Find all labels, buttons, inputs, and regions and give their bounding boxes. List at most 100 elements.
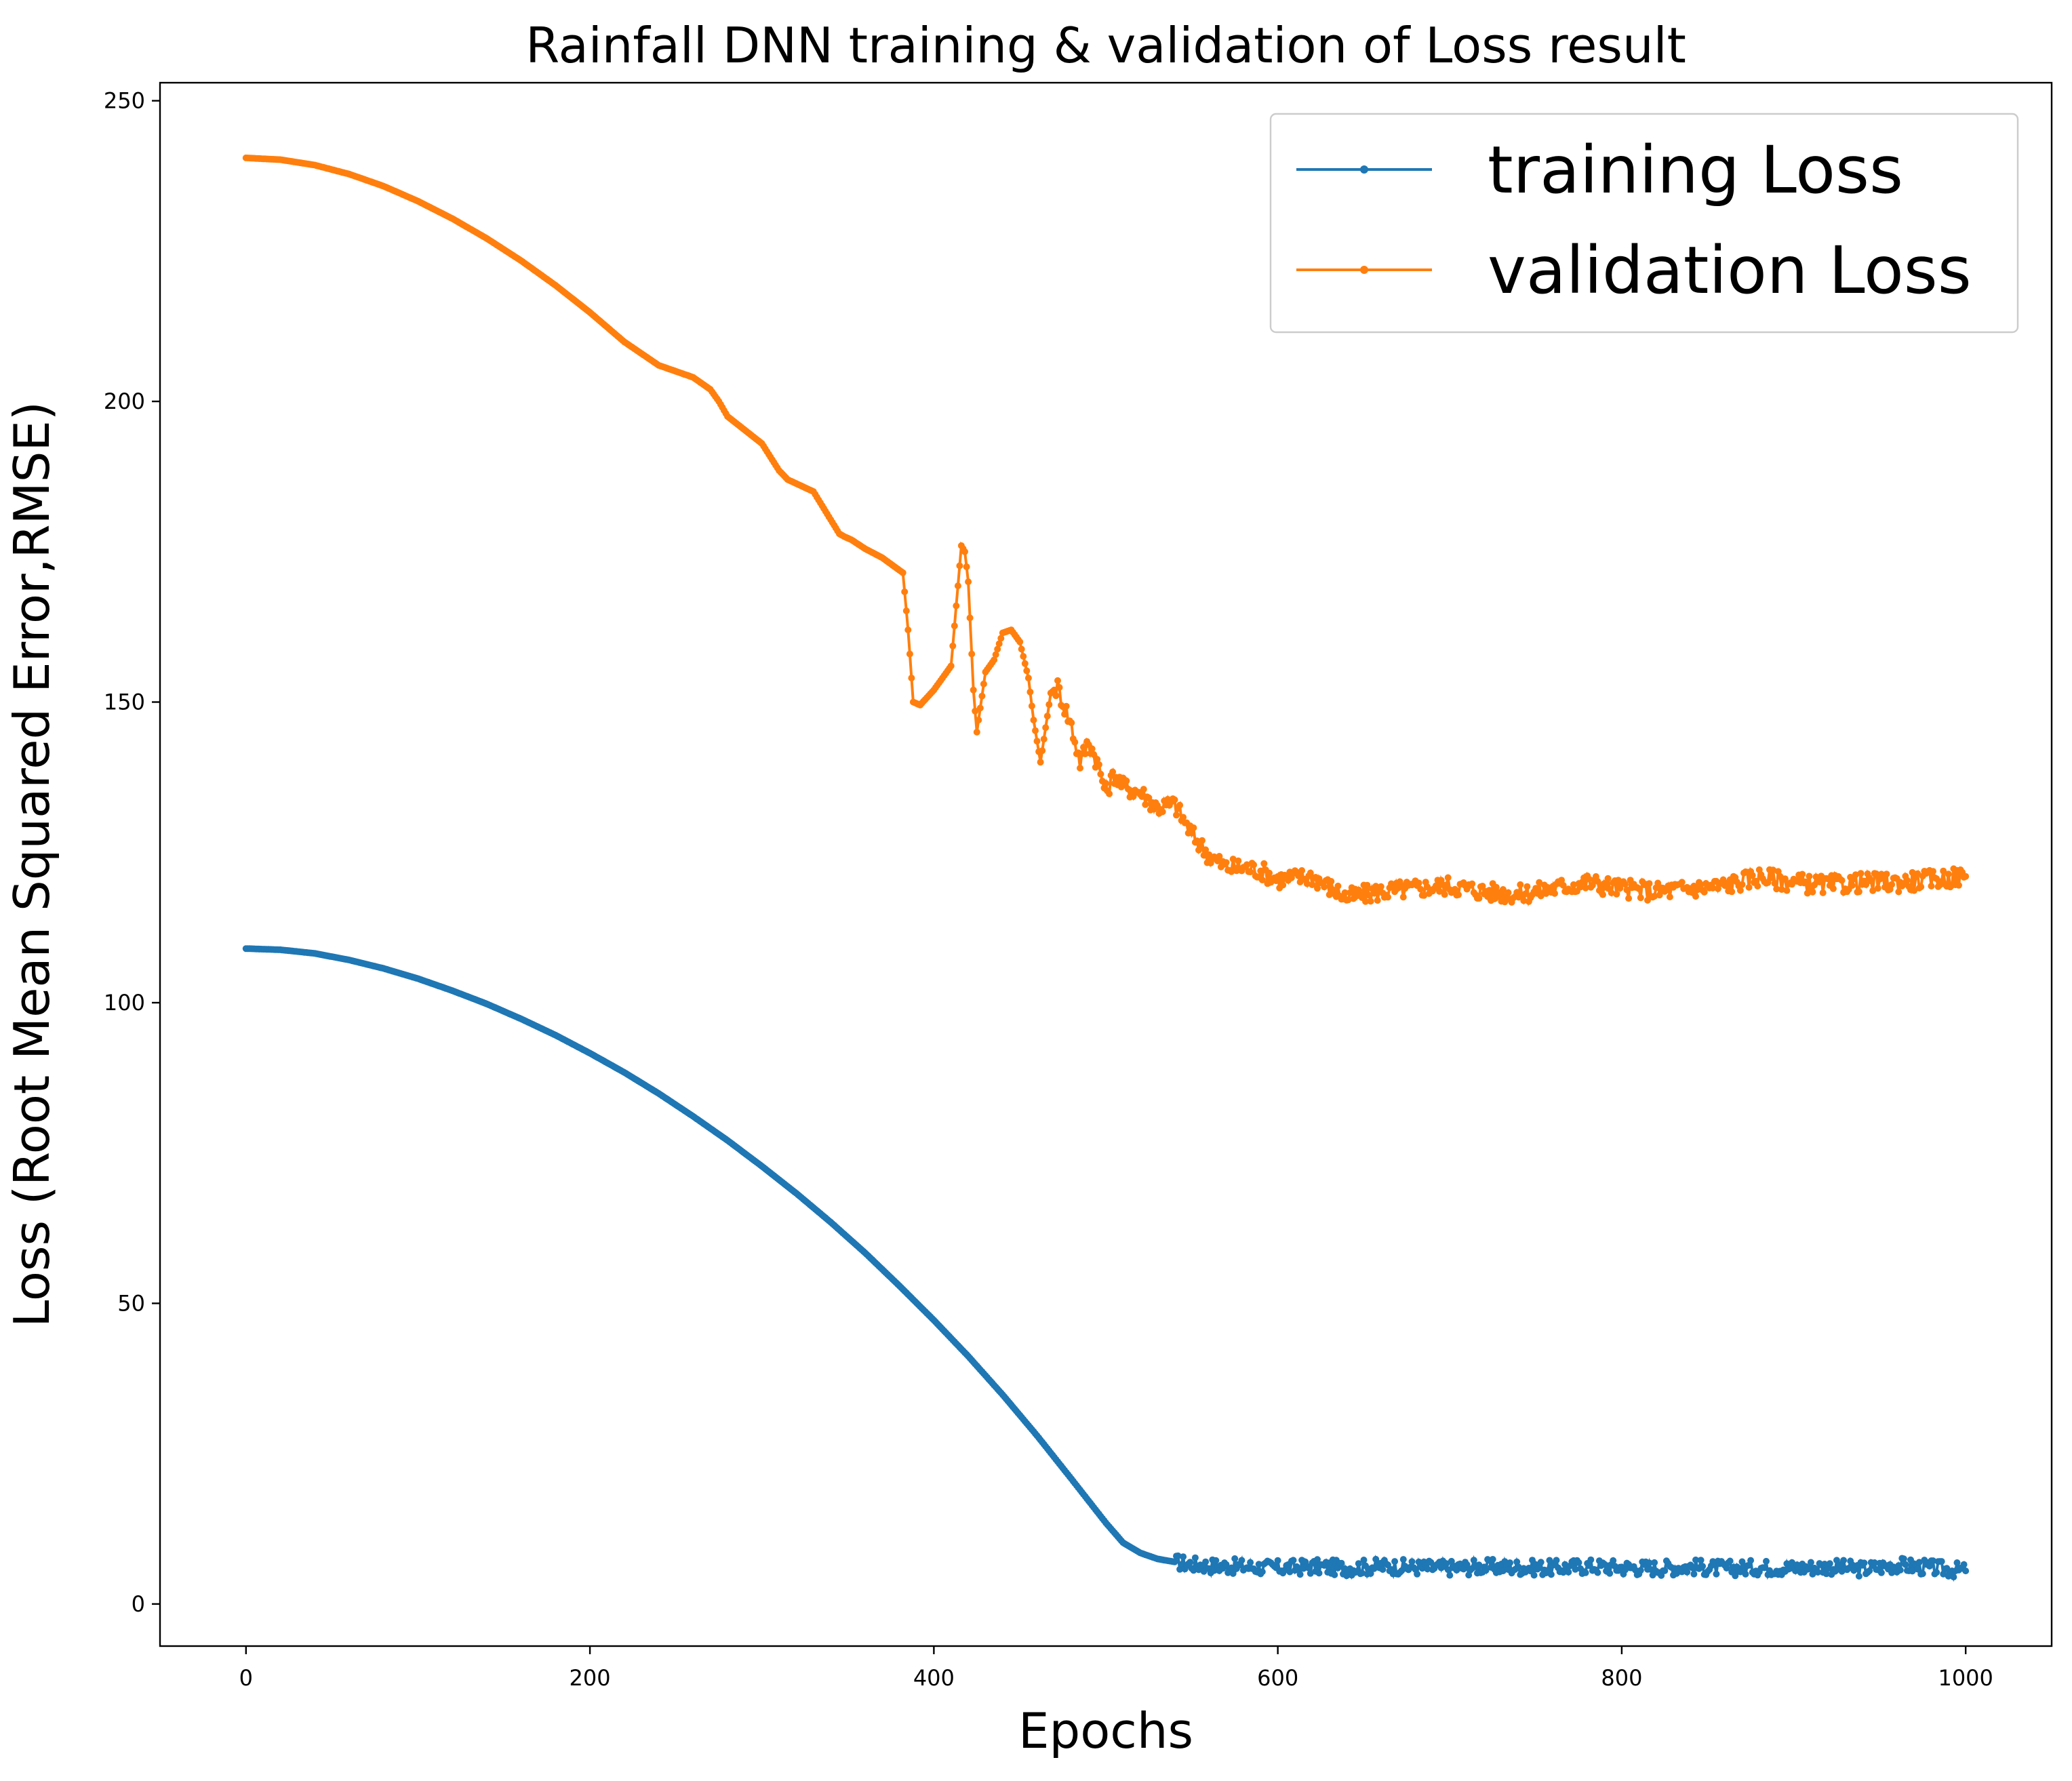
data-point	[1370, 1565, 1378, 1572]
data-point	[1138, 793, 1146, 800]
data-point	[1090, 751, 1098, 758]
data-point	[976, 704, 984, 712]
data-point	[992, 651, 999, 658]
data-point	[1344, 896, 1352, 904]
data-point	[1307, 869, 1314, 877]
data-point	[1816, 878, 1823, 885]
data-point	[1778, 886, 1785, 893]
data-point	[1257, 867, 1264, 875]
data-point	[1360, 1557, 1368, 1563]
data-point	[1024, 675, 1032, 682]
data-point	[1608, 889, 1615, 896]
data-point	[1826, 1560, 1833, 1567]
data-point	[1699, 1563, 1707, 1570]
data-point	[1050, 686, 1058, 694]
data-point	[1692, 1556, 1699, 1563]
data-point	[1646, 1559, 1653, 1567]
data-point	[1266, 869, 1273, 877]
data-point	[1933, 875, 1940, 882]
data-point	[1896, 1566, 1904, 1574]
data-point	[1874, 885, 1881, 892]
data-point	[1903, 877, 1911, 884]
data-point	[1537, 1559, 1545, 1566]
data-point	[1279, 881, 1287, 889]
data-point	[1030, 717, 1037, 724]
data-point	[1321, 883, 1328, 891]
data-point	[1822, 1570, 1830, 1578]
data-point	[1926, 1563, 1933, 1570]
data-point	[1314, 885, 1321, 892]
data-point	[1303, 880, 1311, 887]
data-point	[1479, 883, 1486, 889]
data-point	[1536, 879, 1543, 886]
data-point	[1840, 1557, 1848, 1564]
data-point	[1915, 1559, 1923, 1566]
data-point	[1145, 794, 1153, 801]
data-point	[1764, 879, 1772, 886]
data-point	[1546, 1557, 1553, 1564]
data-point	[972, 707, 979, 715]
data-point	[1732, 1572, 1739, 1580]
data-point	[1694, 886, 1701, 894]
data-point	[1587, 1556, 1595, 1563]
legend-item: validation Loss	[1296, 233, 1972, 308]
data-point	[1547, 1571, 1555, 1578]
data-point	[1229, 856, 1237, 863]
data-point	[1852, 871, 1859, 879]
y-tick-label: 100	[104, 990, 145, 1016]
data-point	[1499, 886, 1507, 893]
data-point	[1399, 1556, 1407, 1563]
data-point	[1274, 1557, 1281, 1564]
data-point	[994, 645, 1001, 653]
data-point	[1648, 1566, 1654, 1574]
chart-title: Rainfall DNN training & validation of Lo…	[525, 17, 1686, 74]
data-point	[1888, 1569, 1896, 1576]
data-point	[1761, 1564, 1768, 1572]
data-point	[1814, 1569, 1822, 1576]
data-point	[995, 640, 1003, 647]
data-point	[991, 656, 998, 664]
data-point	[1862, 881, 1870, 888]
data-point	[1023, 667, 1031, 675]
data-point	[1940, 1570, 1947, 1578]
data-point	[1286, 1568, 1294, 1576]
data-point	[1809, 888, 1816, 896]
data-point	[1453, 1567, 1460, 1574]
data-point	[1709, 884, 1717, 892]
data-point	[1517, 881, 1524, 888]
y-axis-title: Loss (Root Mean Squared Error,RMSE)	[3, 401, 60, 1327]
series-validation-loss	[242, 154, 1970, 907]
data-point	[1855, 888, 1862, 896]
data-point	[1807, 1559, 1814, 1566]
y-tick-label: 50	[117, 1290, 145, 1316]
data-point	[1809, 1570, 1816, 1578]
data-point	[1857, 870, 1865, 877]
data-point	[1358, 1569, 1366, 1577]
data-point	[1222, 1561, 1230, 1568]
data-point	[1771, 880, 1778, 887]
data-point	[1806, 873, 1813, 880]
data-point	[1334, 882, 1342, 889]
data-point	[1768, 874, 1775, 881]
data-point	[1231, 1555, 1239, 1562]
data-point	[1190, 824, 1197, 831]
data-point	[1536, 1564, 1543, 1572]
data-point	[951, 622, 958, 630]
data-point	[1307, 1569, 1314, 1577]
data-point	[1754, 883, 1761, 889]
data-point	[1180, 814, 1187, 821]
data-point	[1661, 1567, 1669, 1574]
data-point	[1355, 1560, 1362, 1567]
data-point	[1243, 861, 1250, 868]
data-point	[1341, 889, 1349, 896]
data-point	[1016, 638, 1024, 645]
data-point	[997, 635, 1005, 642]
data-point	[1451, 885, 1458, 893]
x-axis: 0 200 400 600 800 1000	[239, 1646, 1993, 1691]
data-point	[1877, 1569, 1885, 1576]
data-point	[1043, 713, 1051, 720]
data-point	[1763, 1557, 1770, 1565]
data-point	[1424, 1565, 1431, 1573]
data-point	[1071, 738, 1079, 746]
data-point	[1819, 889, 1827, 896]
